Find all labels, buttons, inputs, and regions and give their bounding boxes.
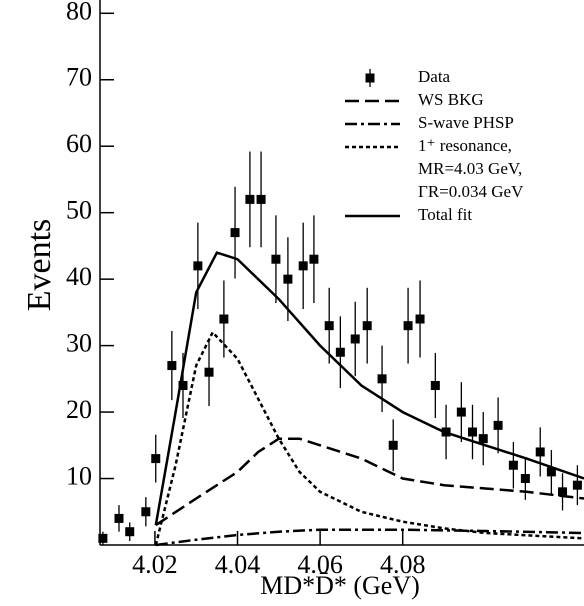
y-tick-label: 80 — [66, 0, 92, 25]
data-point — [298, 261, 308, 271]
fit-curve — [155, 437, 584, 527]
data-point — [415, 314, 425, 324]
x-tick-label: 4.02 — [132, 550, 178, 579]
x-axis-title: MD*D̄* (GeV) — [260, 571, 420, 600]
data-point — [388, 440, 398, 450]
data-point — [377, 374, 387, 384]
y-tick-label: 30 — [66, 329, 92, 358]
data-point — [558, 487, 568, 497]
data-point — [478, 434, 488, 444]
y-tick-label: 10 — [66, 462, 92, 491]
legend-label: Data — [418, 67, 451, 86]
data-point — [283, 274, 293, 284]
data-point — [535, 447, 545, 457]
data-point — [245, 194, 255, 204]
data-point — [167, 361, 177, 371]
fit-curve — [154, 251, 584, 526]
x-tick-label: 4.08 — [380, 550, 426, 579]
data-point — [230, 228, 240, 238]
legend-label: Total fit — [418, 205, 472, 224]
y-tick-label: 20 — [66, 395, 92, 424]
data-point — [141, 507, 151, 517]
legend-note: ΓR=0.034 GeV — [418, 182, 524, 201]
y-tick-label: 60 — [66, 129, 92, 158]
data-point — [309, 254, 319, 264]
y-tick-label: 40 — [66, 262, 92, 291]
data-point — [456, 407, 466, 417]
data-point — [430, 380, 440, 390]
legend-note: MR=4.03 GeV, — [418, 159, 522, 178]
data-point — [256, 194, 266, 204]
fit-curve — [154, 330, 584, 546]
x-tick-label: 4.04 — [215, 550, 261, 579]
y-tick-label: 50 — [66, 196, 92, 225]
data-point — [98, 533, 108, 543]
data-point — [403, 321, 413, 331]
data-point — [114, 513, 124, 523]
data-point — [520, 474, 530, 484]
data-point — [204, 367, 214, 377]
data-point — [467, 427, 477, 437]
data-point — [219, 314, 229, 324]
fit-curve — [155, 528, 584, 547]
legend-label: S-wave PHSP — [418, 113, 514, 132]
data-point — [335, 347, 345, 357]
data-point — [508, 460, 518, 470]
y-axis-title: Events — [21, 219, 58, 312]
data-point — [178, 380, 188, 390]
legend-label: WS BKG — [418, 90, 484, 109]
data-point — [324, 321, 334, 331]
data-point — [493, 420, 503, 430]
data-point — [350, 334, 360, 344]
legend-label: 1⁺ resonance, — [418, 136, 512, 155]
legend-marker — [365, 73, 375, 83]
x-tick-label: 4.06 — [297, 550, 343, 579]
y-tick-label: 70 — [66, 63, 92, 92]
data-point — [271, 254, 281, 264]
data-point — [546, 467, 556, 477]
data-point — [193, 261, 203, 271]
data-point — [151, 454, 161, 464]
data-point — [572, 480, 582, 490]
data-point — [125, 527, 135, 537]
data-point — [362, 321, 372, 331]
